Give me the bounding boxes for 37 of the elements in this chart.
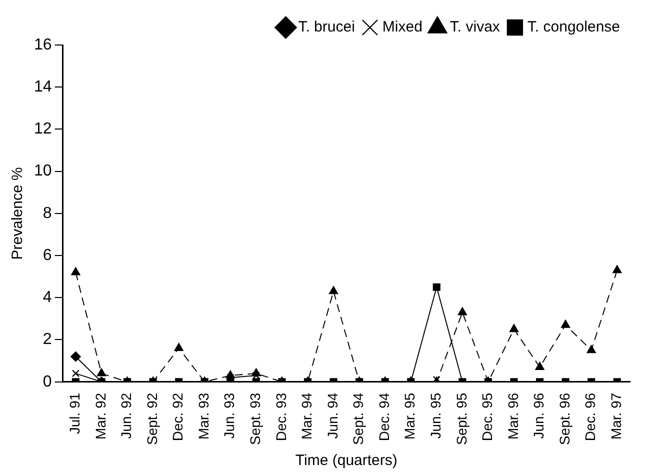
x-tick-label: Dec. 96 — [582, 392, 598, 442]
x-tick-label: Mar. 97 — [608, 392, 624, 440]
x-tick-label: Mar. 92 — [92, 392, 108, 440]
x-tick-label: Sept. 92 — [144, 392, 160, 446]
legend-label: T. vivax — [450, 18, 500, 36]
x-tick-label: Jun. 94 — [324, 392, 340, 439]
x-tick-label: Dec. 93 — [272, 392, 289, 442]
y-tick-label: 14 — [34, 78, 52, 96]
y-tick-label: 2 — [42, 331, 52, 348]
y-tick-label: 6 — [42, 246, 52, 264]
x-tick-label: Dec. 94 — [376, 392, 392, 442]
legend-label: T. congolense — [527, 18, 620, 36]
legend-label: Mixed — [382, 18, 422, 36]
x-tick-label: Mar. 96 — [504, 392, 521, 440]
x-tick-label: Jun. 93 — [221, 392, 238, 439]
x-tick-label: Mar. 94 — [298, 392, 315, 440]
x-tick-label: Sept. 95 — [453, 392, 470, 446]
x-tick-label: Jun. 96 — [530, 392, 547, 439]
x-tick-label: Jul. 91 — [66, 392, 83, 434]
x-tick-label: Dec. 95 — [479, 392, 496, 442]
x-tick-label: Jun. 92 — [118, 392, 134, 439]
y-tick-label: 10 — [34, 162, 52, 180]
legend-label: T. brucei — [298, 18, 355, 36]
y-tick-label: 12 — [34, 120, 52, 138]
y-tick-label: 8 — [42, 204, 52, 222]
x-axis-title: Time (quarters) — [295, 452, 398, 470]
y-tick-label: 0 — [42, 373, 52, 390]
x-tick-label: Jun. 95 — [427, 392, 444, 439]
x-tick-label: Mar. 93 — [195, 392, 212, 440]
x-tick-label: Mar. 95 — [402, 392, 418, 440]
x-tick-label: Sept. 96 — [556, 392, 572, 446]
x-tick-label: Sept. 93 — [247, 392, 264, 446]
x-tick-label: Sept. 94 — [350, 392, 366, 446]
y-axis-title: Prevalence % — [9, 167, 26, 260]
y-tick-label: 16 — [34, 36, 52, 54]
y-tick-label: 4 — [42, 289, 52, 306]
x-tick-label: Dec. 92 — [170, 392, 186, 442]
